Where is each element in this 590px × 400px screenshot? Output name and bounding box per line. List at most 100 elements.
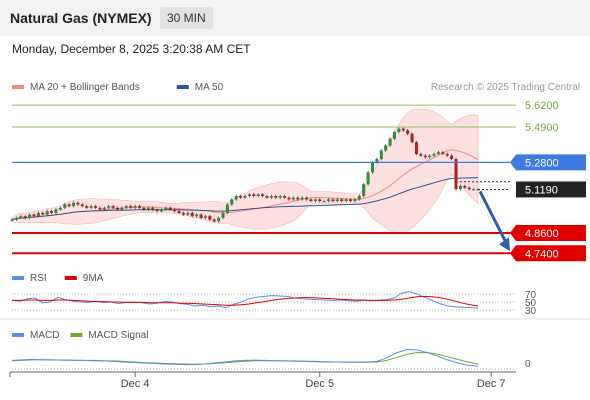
candle	[168, 206, 172, 211]
candle	[177, 209, 181, 215]
forecast-arrowhead	[499, 237, 510, 252]
candle	[353, 198, 357, 203]
candle	[120, 206, 124, 211]
candle-body	[111, 206, 115, 208]
candle-body	[221, 212, 225, 218]
candle	[366, 171, 370, 186]
candle-body	[177, 211, 181, 213]
rsi-level-label: 30	[525, 306, 537, 317]
candle	[458, 184, 462, 191]
last-price-tag	[516, 181, 586, 198]
candle-body	[335, 199, 339, 202]
candle	[335, 198, 339, 203]
candle	[137, 204, 142, 210]
candle	[10, 218, 14, 222]
candle-body	[14, 217, 18, 220]
candle	[265, 194, 269, 200]
candle	[252, 192, 256, 198]
candle	[331, 198, 335, 203]
candle	[278, 194, 282, 200]
candle-body	[432, 153, 436, 156]
ma50-line	[11, 177, 479, 221]
candle	[309, 198, 313, 203]
legend-label: MACD	[30, 330, 59, 341]
candle	[428, 154, 432, 159]
candle-body	[313, 199, 317, 202]
candle-body	[327, 199, 331, 202]
candle	[441, 150, 445, 156]
candle	[392, 130, 396, 141]
legend-label: RSI	[30, 273, 47, 284]
candle-body	[419, 153, 423, 156]
candle	[32, 213, 36, 218]
candle-body	[107, 206, 111, 208]
legend-swatch	[176, 85, 189, 89]
candle-body	[344, 199, 348, 202]
candle-body	[291, 197, 295, 200]
legend-swatch	[12, 333, 24, 337]
candle	[111, 204, 115, 210]
candle	[313, 198, 317, 203]
candle-body	[256, 194, 260, 197]
candle-body	[278, 196, 282, 198]
candle-body	[208, 216, 212, 220]
candle-body	[445, 153, 449, 156]
candle	[379, 149, 383, 161]
candle-body	[353, 199, 357, 202]
macd-line	[11, 348, 479, 367]
candle-body	[85, 206, 89, 208]
candle-body	[362, 184, 366, 197]
candle-body	[54, 209, 58, 213]
candle-body	[142, 207, 146, 210]
chart-datetime: Monday, December 8, 2025 3:20:38 AM CET	[12, 42, 251, 56]
candle-body	[168, 207, 172, 210]
candle-body	[357, 196, 361, 200]
last-price-label: 5.1190	[525, 184, 558, 196]
candle-body	[274, 196, 278, 198]
candle-body	[89, 206, 93, 208]
candle-body	[159, 209, 163, 212]
timeframe-button[interactable]: 30 MIN	[160, 7, 213, 29]
candle	[181, 211, 185, 216]
candle	[327, 198, 331, 203]
candle	[388, 137, 392, 147]
candle	[76, 201, 80, 206]
candle-body	[388, 138, 392, 146]
candle	[305, 196, 309, 201]
candle	[94, 204, 98, 210]
candle	[190, 211, 194, 218]
candle-body	[63, 204, 67, 208]
rsi-9ma-line	[12, 295, 479, 307]
candle	[72, 201, 76, 208]
instrument-title: Natural Gas (NYMEX)	[10, 10, 152, 26]
forecast-arrow	[478, 190, 509, 245]
support-label: 4.8600	[525, 228, 559, 240]
candle-body	[348, 199, 353, 202]
candle-body	[67, 204, 71, 207]
chart-header: Natural Gas (NYMEX) 30 MIN	[0, 0, 590, 36]
candle-body	[212, 219, 216, 222]
legend-label: 9MA	[83, 273, 104, 284]
candle-body	[234, 196, 238, 200]
candle	[19, 214, 23, 220]
candle	[45, 209, 49, 216]
candle	[357, 194, 361, 201]
candle-body	[239, 196, 243, 198]
candle-body	[195, 214, 199, 217]
candle-body	[102, 207, 106, 210]
legend-swatch	[12, 85, 24, 89]
candle-body	[129, 206, 133, 208]
candle	[212, 218, 216, 223]
candle	[124, 204, 128, 210]
macd-panel: 0	[11, 348, 531, 370]
candle	[80, 203, 84, 208]
candle-body	[76, 202, 80, 205]
candle-body	[428, 155, 432, 158]
candle-body	[441, 152, 445, 154]
support-label: 4.7400	[525, 248, 559, 260]
candle	[173, 208, 177, 213]
candle-body	[50, 211, 54, 213]
candle	[208, 214, 212, 221]
candle-body	[410, 133, 414, 143]
